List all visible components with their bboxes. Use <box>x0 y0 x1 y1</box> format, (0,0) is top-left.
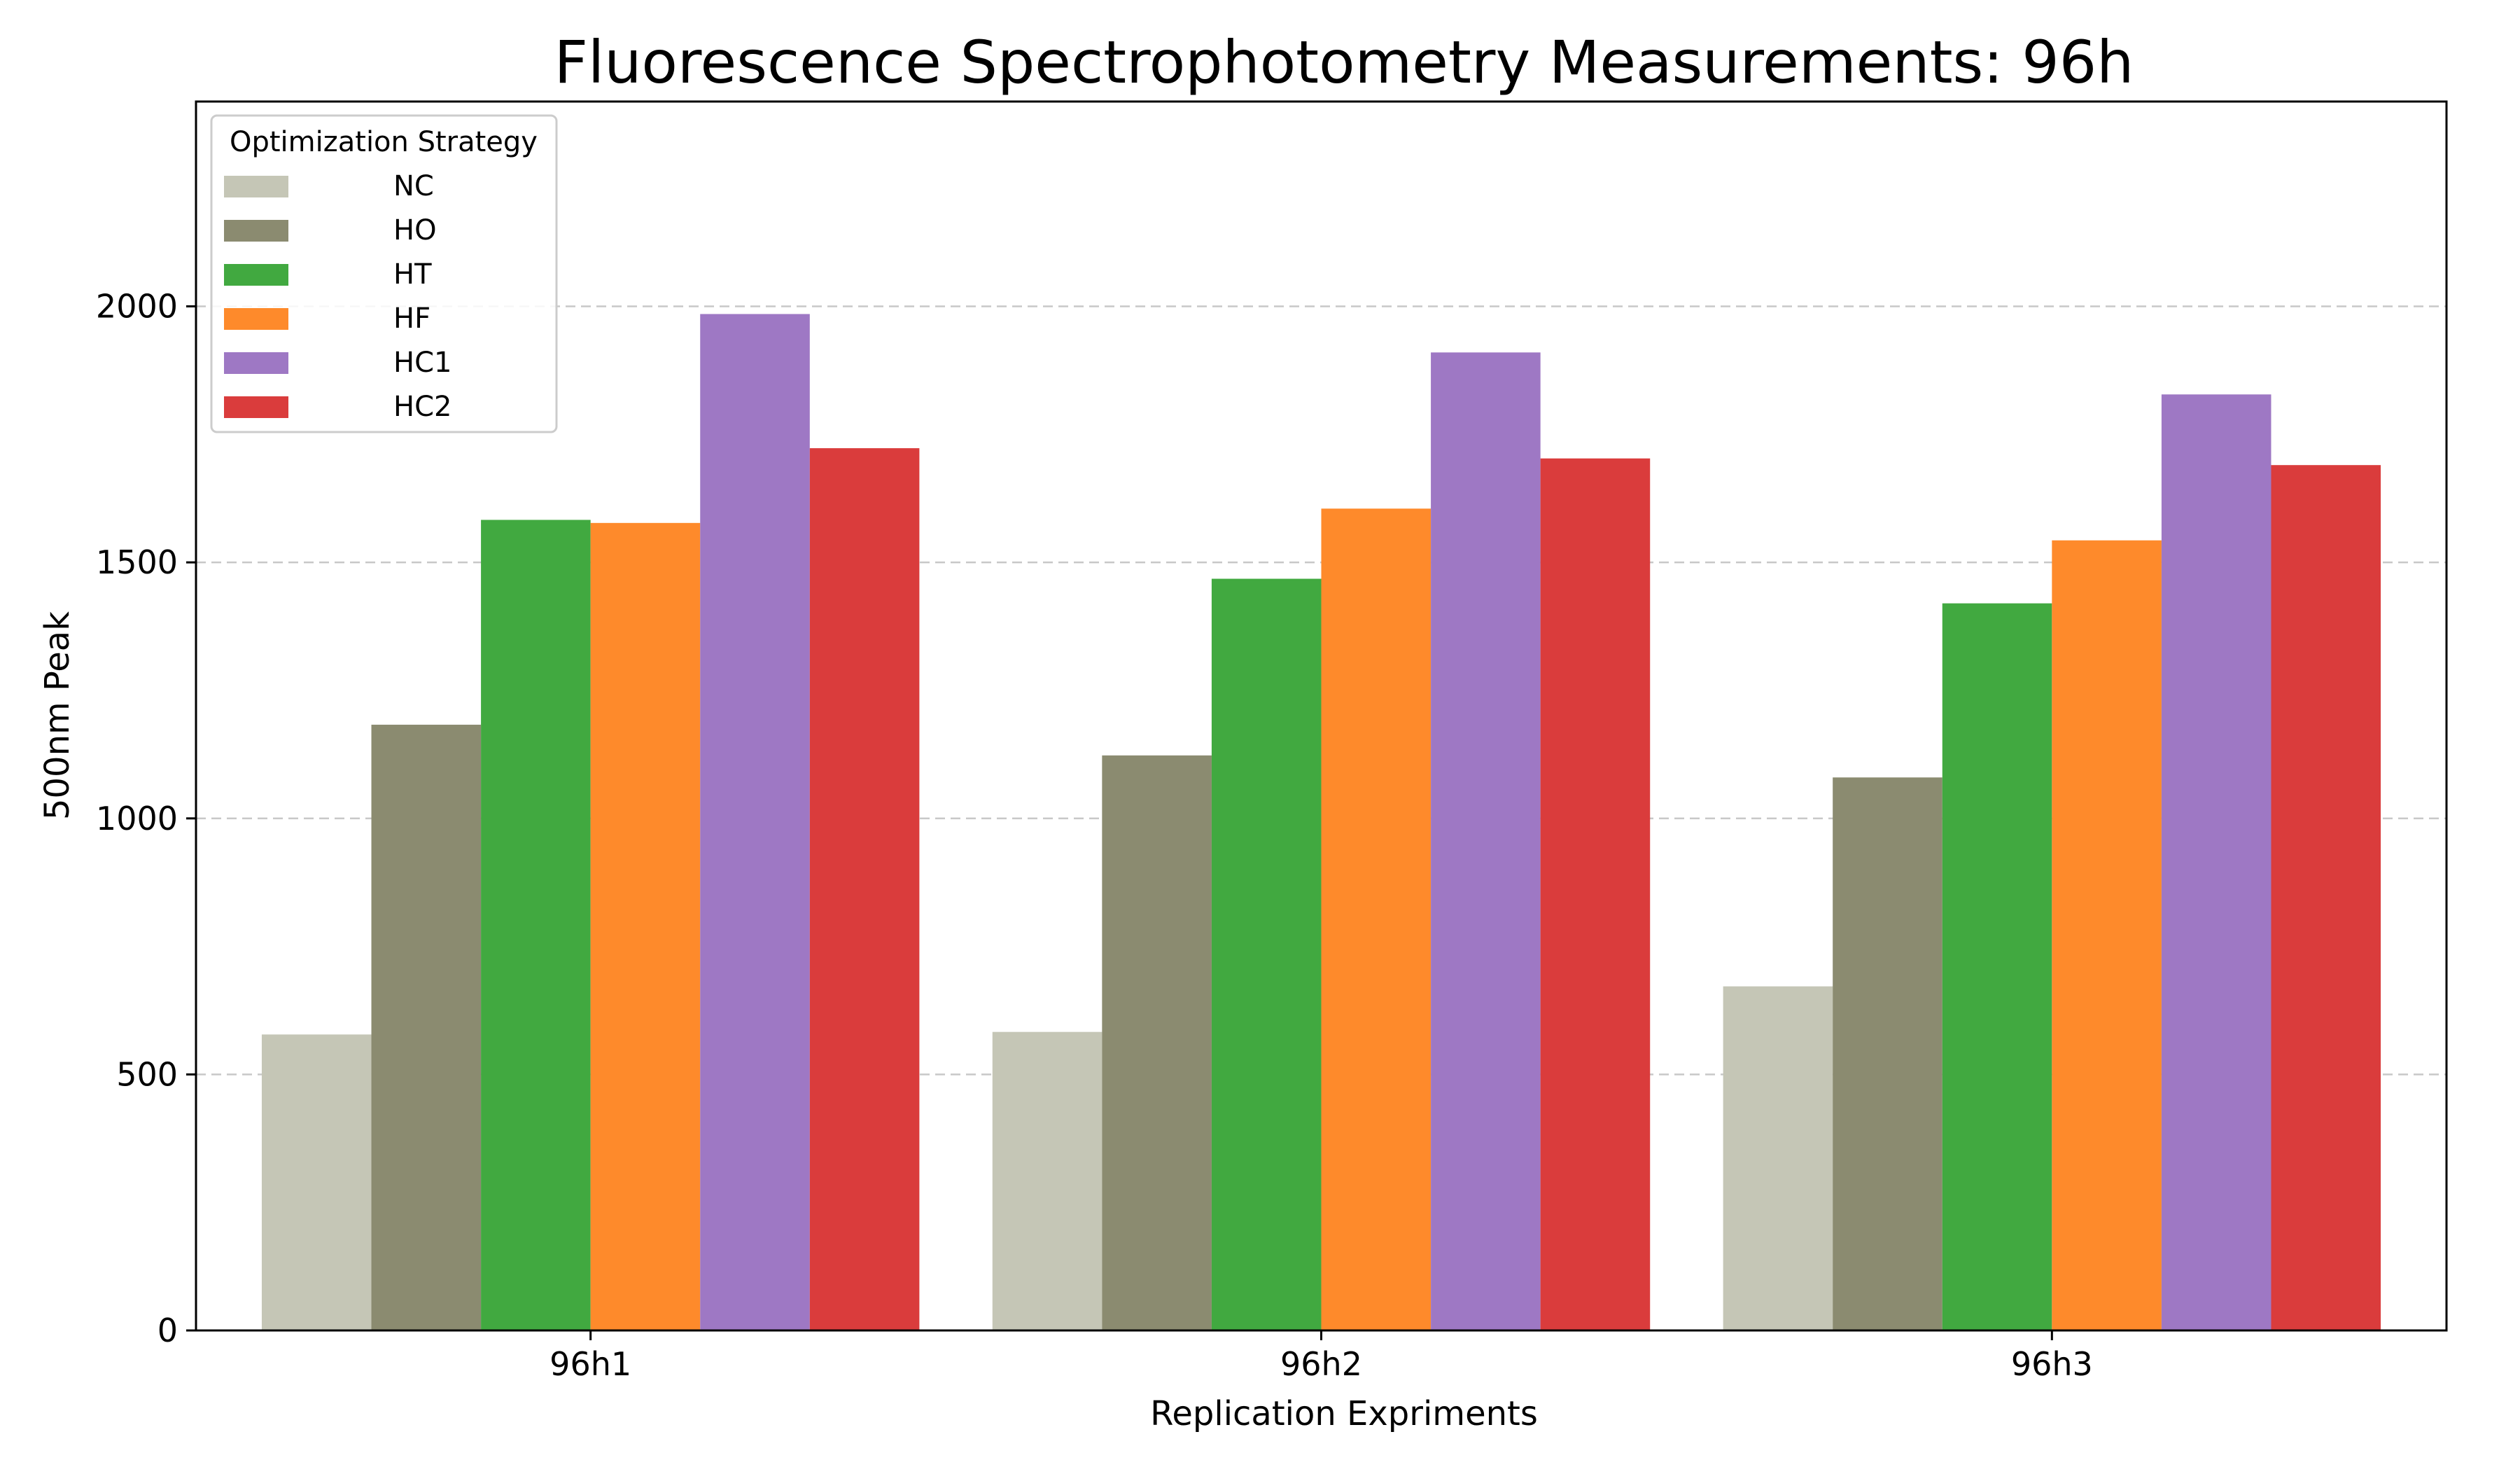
legend-label-hc1: HC1 <box>393 347 451 379</box>
legend-swatch-hc2 <box>224 396 288 418</box>
bar-hf-96h3 <box>2052 540 2162 1330</box>
bar-ho-96h3 <box>1833 777 1942 1330</box>
x-tick-label: 96h3 <box>2011 1345 2093 1383</box>
y-axis-label: 500nm Peak <box>38 611 77 820</box>
bar-hf-96h1 <box>590 522 701 1330</box>
legend-swatch-ht <box>224 264 288 286</box>
legend-swatch-hf <box>224 308 288 330</box>
bar-ht-96h2 <box>1211 578 1322 1330</box>
bar-hc2-96h1 <box>809 448 920 1330</box>
legend-swatch-nc <box>224 176 288 197</box>
bar-nc-96h2 <box>992 1031 1102 1330</box>
bar-ht-96h3 <box>1942 603 2052 1330</box>
legend-label-nc: NC <box>393 170 434 202</box>
legend-swatch-hc1 <box>224 352 288 374</box>
bar-hf-96h2 <box>1321 508 1432 1330</box>
legend-title: Optimization Strategy <box>230 126 538 158</box>
x-axis: 96h1 96h2 96h3 <box>550 1330 2093 1383</box>
bar-hc2-96h3 <box>2271 465 2381 1330</box>
bar-hc1-96h2 <box>1431 352 1541 1330</box>
bar-hc2-96h2 <box>1540 458 1651 1330</box>
y-axis: 0 500 1000 1500 2000 <box>96 288 196 1349</box>
bars <box>261 314 2381 1330</box>
bar-nc-96h1 <box>261 1034 372 1330</box>
legend-label-hf: HF <box>393 303 430 335</box>
bar-hc1-96h3 <box>2161 394 2272 1330</box>
bar-hc1-96h1 <box>700 314 810 1330</box>
bar-ho-96h2 <box>1102 755 1212 1330</box>
bar-ho-96h1 <box>371 724 482 1330</box>
legend-label-ho: HO <box>393 214 437 246</box>
y-tick-label: 1500 <box>96 543 178 581</box>
legend-label-hc2: HC2 <box>393 391 451 423</box>
chart-title: Fluorescence Spectrophotometry Measureme… <box>554 28 2134 97</box>
legend: Optimization Strategy NC HO HT HF HC1 HC2 <box>210 114 558 433</box>
y-tick-label: 1000 <box>96 800 178 837</box>
y-tick-label: 500 <box>116 1055 178 1093</box>
x-axis-label: Replication Expriments <box>1150 1394 1538 1433</box>
legend-items: NC HO HT HF HC1 HC2 <box>224 170 451 423</box>
y-tick-label: 0 <box>158 1312 178 1349</box>
x-tick-label: 96h1 <box>550 1345 631 1383</box>
y-tick-label: 2000 <box>96 288 178 326</box>
bar-ht-96h1 <box>481 520 591 1330</box>
legend-frame <box>210 114 558 433</box>
legend-swatch-ho <box>224 220 288 242</box>
legend-label-ht: HT <box>393 258 432 291</box>
x-tick-label: 96h2 <box>1280 1345 1362 1383</box>
bar-nc-96h3 <box>1723 986 1833 1330</box>
